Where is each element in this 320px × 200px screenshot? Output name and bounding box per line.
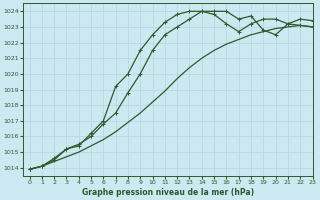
- X-axis label: Graphe pression niveau de la mer (hPa): Graphe pression niveau de la mer (hPa): [82, 188, 254, 197]
